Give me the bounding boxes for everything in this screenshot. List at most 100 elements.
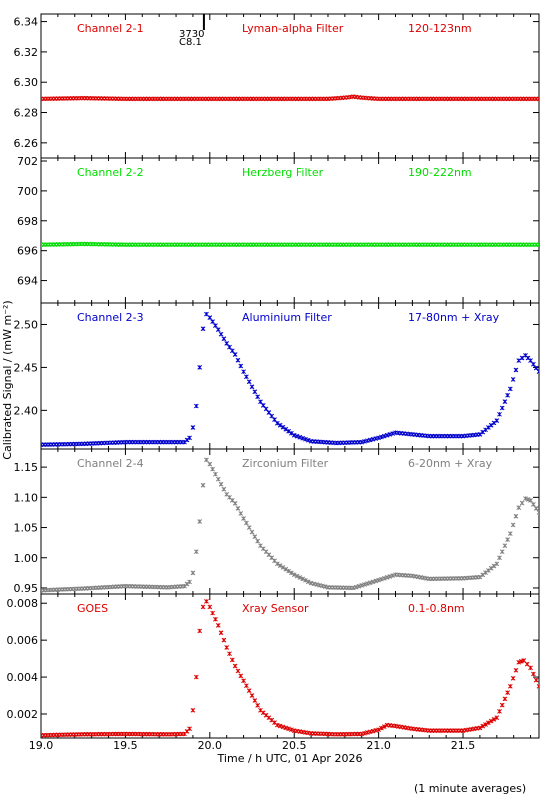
data-point <box>277 563 283 568</box>
band-label: 6-20nm + Xray <box>408 457 493 470</box>
data-point <box>286 726 291 732</box>
data-point <box>232 501 238 506</box>
data-point <box>277 422 283 428</box>
data-point <box>379 576 384 582</box>
band-label: 120-123nm <box>408 22 472 35</box>
x-tick-label: 20.5 <box>282 739 307 752</box>
data-point <box>190 707 196 713</box>
data-point <box>350 585 356 591</box>
data-point <box>494 561 500 567</box>
series-markers <box>41 599 539 738</box>
data-point <box>502 696 508 702</box>
data-point <box>513 667 519 673</box>
data-point <box>218 331 224 337</box>
panel-2: 694 696 698 700 702 Channel 2-2 Herzberg Filte… <box>17 155 540 304</box>
y-tick-label: 6.34 <box>14 16 39 29</box>
data-point <box>536 369 539 375</box>
data-point <box>197 365 203 370</box>
data-point <box>274 561 280 567</box>
data-point <box>190 570 196 576</box>
y-tick-label: 1.00 <box>14 552 39 565</box>
data-point <box>224 341 230 346</box>
data-point <box>513 513 519 519</box>
data-point <box>235 668 241 674</box>
data-point <box>193 549 199 555</box>
data-point <box>235 357 241 363</box>
data-point <box>300 576 306 582</box>
data-point <box>297 434 303 440</box>
y-tick-label: 698 <box>17 215 38 228</box>
data-point <box>274 420 280 426</box>
data-point <box>499 405 505 411</box>
y-tick-label: 6.28 <box>14 107 39 120</box>
data-point <box>507 386 513 392</box>
y-tick-label: 1.10 <box>14 491 39 504</box>
y-tick-label: 2.50 <box>14 318 39 331</box>
y-tick-label: 0.006 <box>7 634 39 647</box>
data-point <box>376 727 381 733</box>
data-point <box>305 437 311 443</box>
data-point <box>505 537 510 542</box>
y-tick-label: 696 <box>17 245 38 258</box>
data-point <box>373 578 379 584</box>
data-point <box>283 566 289 572</box>
band-label: 0.1-0.8nm <box>408 602 465 615</box>
y-tick-label: 0.95 <box>14 582 39 595</box>
data-point <box>207 604 213 610</box>
data-point <box>384 575 390 580</box>
data-point <box>536 683 539 689</box>
data-point <box>499 549 505 555</box>
data-point <box>367 580 373 586</box>
data-point <box>252 389 258 395</box>
data-point <box>491 717 497 722</box>
data-point <box>221 336 227 342</box>
channel-label: Channel 2-1 <box>77 22 144 35</box>
data-point <box>286 568 291 574</box>
data-point <box>390 431 396 436</box>
series-markers <box>41 457 539 593</box>
data-point <box>266 410 272 415</box>
data-point <box>483 722 488 727</box>
data-point <box>528 358 533 363</box>
data-point <box>207 315 213 320</box>
data-point <box>229 348 235 354</box>
x-tick-label: 19.0 <box>29 739 54 752</box>
data-point <box>300 435 306 441</box>
filter-label: Lyman-alpha Filter <box>242 22 344 35</box>
data-point <box>221 637 227 643</box>
data-point <box>379 434 384 440</box>
data-point <box>499 702 505 708</box>
series-markers <box>41 311 539 448</box>
data-point <box>381 724 387 729</box>
band-label: 190-222nm <box>408 166 472 179</box>
data-point <box>224 645 230 650</box>
data-point <box>280 424 286 430</box>
data-point <box>356 583 362 589</box>
data-point <box>521 658 527 663</box>
data-point <box>246 688 252 693</box>
data-point <box>200 482 206 488</box>
data-point <box>197 519 203 524</box>
data-point <box>384 432 390 438</box>
data-point <box>246 525 252 530</box>
data-point <box>502 543 508 549</box>
data-point <box>263 406 269 412</box>
data-point <box>390 573 396 578</box>
channel-label: Channel 2-2 <box>77 166 144 179</box>
data-point <box>187 579 192 585</box>
data-point <box>249 693 255 698</box>
data-point <box>519 355 525 361</box>
data-point <box>187 435 192 441</box>
y-axis-label: Calibrated Signal / (mW m⁻²) <box>1 300 14 459</box>
data-point <box>289 570 294 576</box>
data-point <box>252 534 258 539</box>
channel-label: GOES <box>77 602 108 615</box>
data-point <box>269 413 275 419</box>
data-point <box>291 432 297 438</box>
data-point <box>524 661 530 667</box>
data-point <box>365 581 370 586</box>
data-point <box>531 671 536 677</box>
y-tick-label: 694 <box>17 275 38 288</box>
data-point <box>533 677 539 683</box>
filter-label: Xray Sensor <box>242 602 309 615</box>
